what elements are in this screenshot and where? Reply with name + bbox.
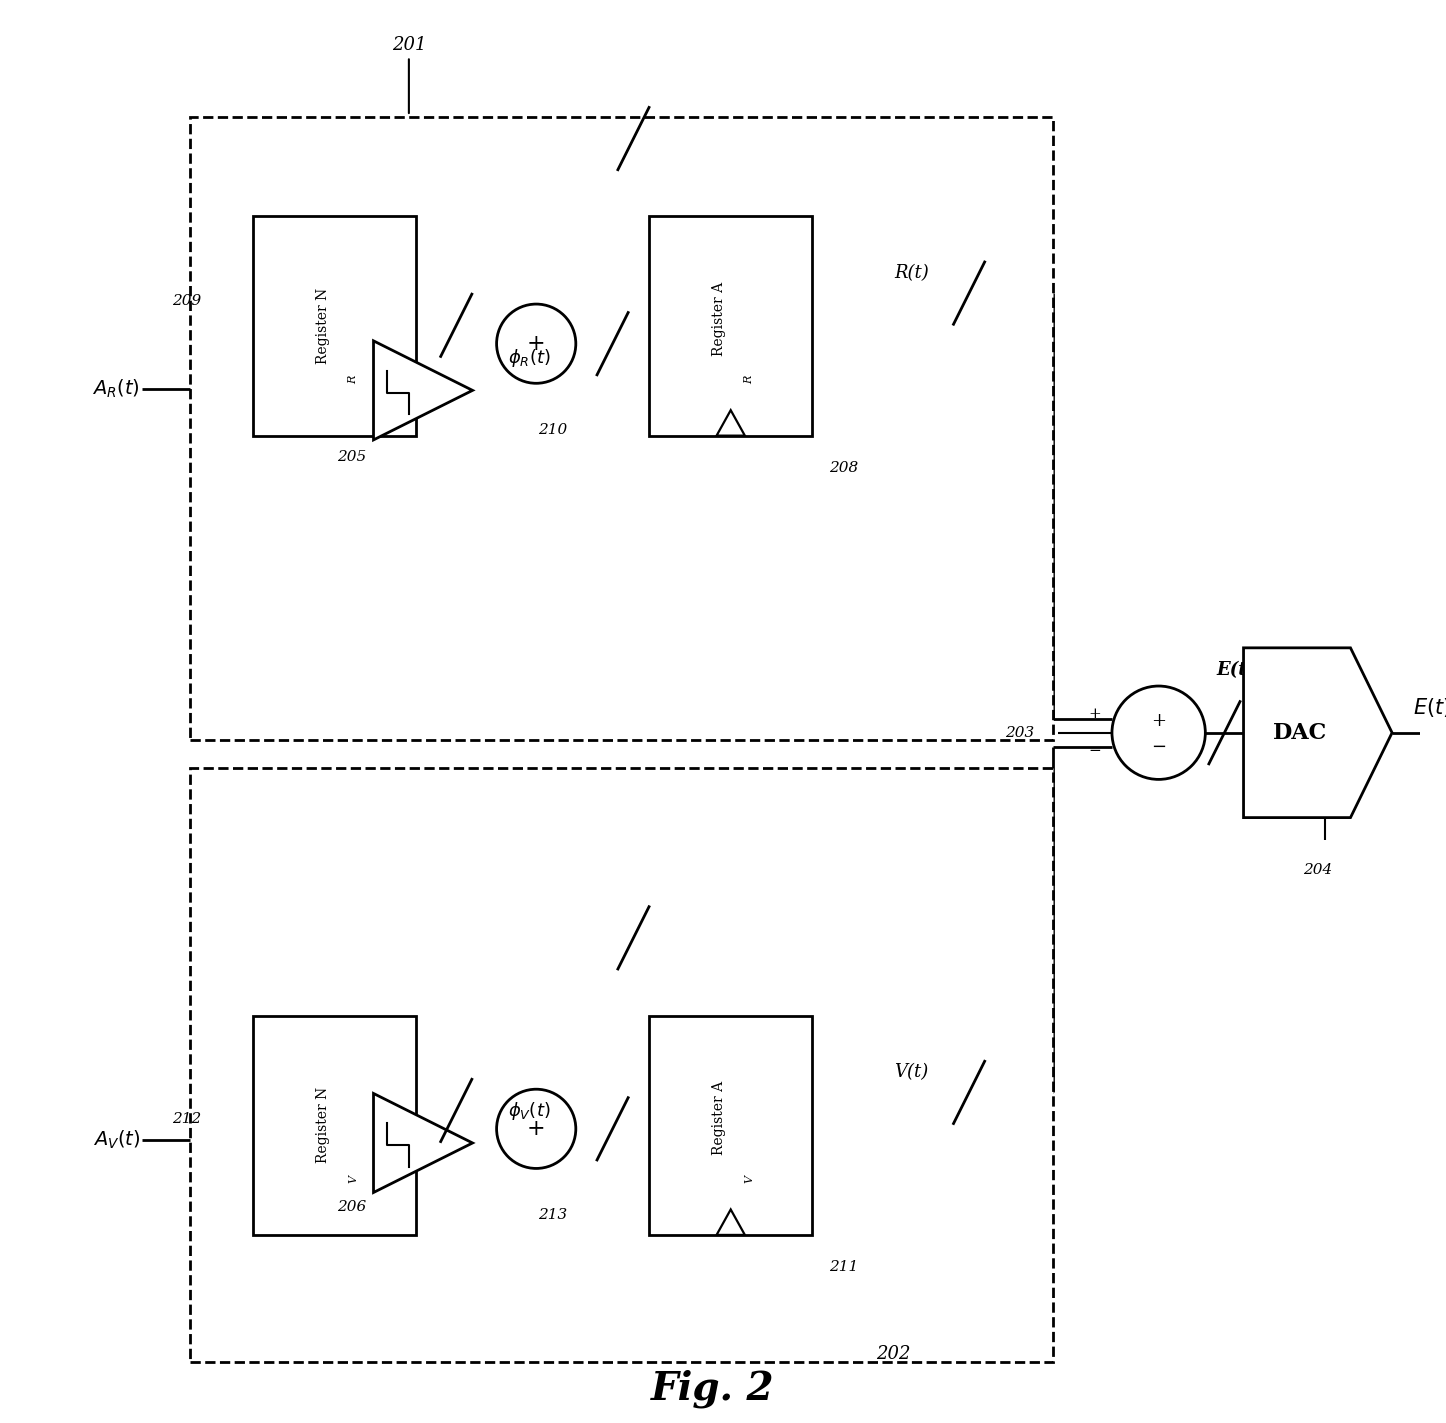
Text: 201: 201: [392, 36, 427, 114]
FancyBboxPatch shape: [189, 768, 1053, 1362]
FancyBboxPatch shape: [649, 216, 813, 435]
Polygon shape: [373, 342, 473, 440]
Text: 206: 206: [337, 1200, 366, 1214]
Text: $E(t)$: $E(t)$: [1413, 696, 1446, 719]
Text: +: +: [526, 1118, 545, 1140]
Text: −: −: [1087, 744, 1100, 758]
Text: $\phi_V(t)$: $\phi_V(t)$: [508, 1100, 551, 1121]
Text: 202: 202: [876, 1345, 910, 1363]
Text: Register N: Register N: [317, 1087, 330, 1164]
Text: +: +: [526, 333, 545, 354]
Text: R: R: [348, 376, 359, 384]
Text: 203: 203: [1005, 726, 1034, 740]
Circle shape: [1112, 686, 1206, 780]
Text: Register A: Register A: [713, 1081, 726, 1155]
FancyBboxPatch shape: [253, 216, 416, 435]
Text: 212: 212: [172, 1111, 201, 1126]
Text: Fig. 2: Fig. 2: [651, 1369, 775, 1407]
Text: 205: 205: [337, 450, 366, 464]
Text: Register A: Register A: [713, 282, 726, 356]
Text: V(t): V(t): [894, 1063, 928, 1081]
Text: 204: 204: [1303, 862, 1332, 877]
Text: +: +: [1087, 707, 1100, 721]
Circle shape: [496, 305, 576, 383]
Text: E(t): E(t): [1216, 660, 1255, 679]
Text: 210: 210: [538, 423, 568, 437]
Text: Register N: Register N: [317, 287, 330, 364]
Text: 209: 209: [172, 295, 201, 309]
Text: −: −: [1151, 739, 1167, 756]
Circle shape: [496, 1089, 576, 1168]
Text: $A_V(t)$: $A_V(t)$: [93, 1128, 140, 1151]
Text: $\phi_R(t)$: $\phi_R(t)$: [508, 347, 551, 369]
FancyBboxPatch shape: [189, 117, 1053, 740]
Text: 211: 211: [829, 1261, 859, 1275]
Text: R: R: [745, 376, 755, 384]
Text: 213: 213: [538, 1208, 568, 1222]
Text: V: V: [348, 1175, 359, 1183]
Text: R(t): R(t): [894, 263, 928, 282]
FancyBboxPatch shape: [253, 1016, 416, 1235]
Text: +: +: [1151, 713, 1165, 730]
Text: DAC: DAC: [1272, 721, 1327, 744]
Text: $A_R(t)$: $A_R(t)$: [93, 377, 140, 400]
Text: V: V: [745, 1175, 755, 1183]
Polygon shape: [373, 1093, 473, 1192]
Text: 208: 208: [829, 461, 859, 475]
Polygon shape: [1244, 647, 1392, 818]
FancyBboxPatch shape: [649, 1016, 813, 1235]
